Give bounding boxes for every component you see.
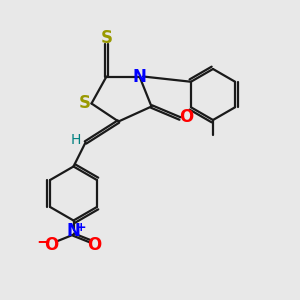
Text: +: + bbox=[76, 221, 86, 234]
Text: N: N bbox=[67, 222, 80, 240]
Text: O: O bbox=[87, 236, 102, 253]
Text: N: N bbox=[133, 68, 146, 85]
Text: O: O bbox=[179, 108, 194, 126]
Text: H: H bbox=[71, 133, 81, 146]
Text: −: − bbox=[37, 232, 50, 250]
Text: S: S bbox=[100, 29, 112, 47]
Text: S: S bbox=[79, 94, 91, 112]
Text: O: O bbox=[44, 236, 58, 253]
